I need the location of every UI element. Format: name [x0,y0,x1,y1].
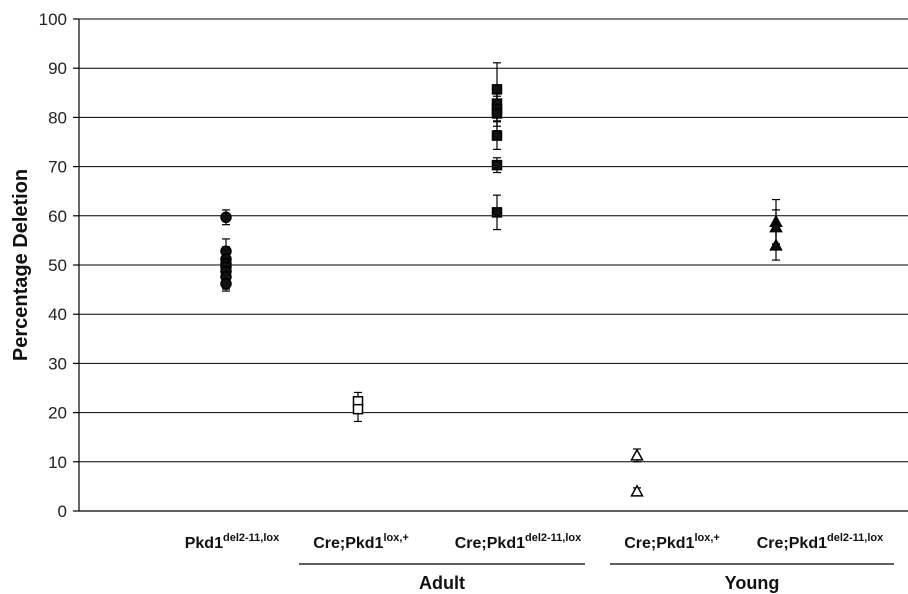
y-tick-label: 70 [48,158,67,177]
category-label: Cre;Pkd1del2-11,lox [455,532,582,552]
data-point [491,108,503,119]
group-label: Young [725,573,780,593]
data-point [352,403,364,415]
category-label: Pkd1del2-11,lox [185,532,280,552]
y-tick-label: 100 [39,10,67,29]
y-tick-label: 0 [58,502,67,521]
data-point [769,238,783,251]
data-point [220,277,232,290]
category-label: Cre;Pkd1del2-11,lox [757,532,884,552]
gridlines [73,18,908,512]
data-point [491,207,503,218]
group-labels: Adult Young [299,563,894,593]
y-tick-label: 50 [48,256,67,275]
group-label: Adult [419,573,465,593]
y-tick-label: 10 [48,453,67,472]
y-tick-label: 30 [48,354,67,373]
data-point [220,211,232,224]
y-tick-labels: 0 10 20 30 40 50 60 70 80 90 100 [39,10,67,521]
y-tick-label: 40 [48,305,67,324]
data-point [491,159,503,171]
data-point [491,84,503,95]
category-labels: Pkd1del2-11,lox Cre;Pkd1lox,+ Cre;Pkd1del2… [185,532,884,552]
data-point [769,220,783,233]
data-point [491,130,503,141]
data-point [630,484,644,497]
error-bars [222,62,780,496]
y-tick-label: 20 [48,404,67,423]
data-point [630,448,644,461]
data-points [220,84,783,497]
y-tick-label: 90 [48,59,67,78]
y-axis-title: Percentage Deletion [10,169,32,361]
y-tick-label: 80 [48,108,67,127]
category-label: Cre;Pkd1lox,+ [624,532,720,552]
y-tick-label: 60 [48,207,67,226]
category-label: Cre;Pkd1lox,+ [313,532,409,552]
